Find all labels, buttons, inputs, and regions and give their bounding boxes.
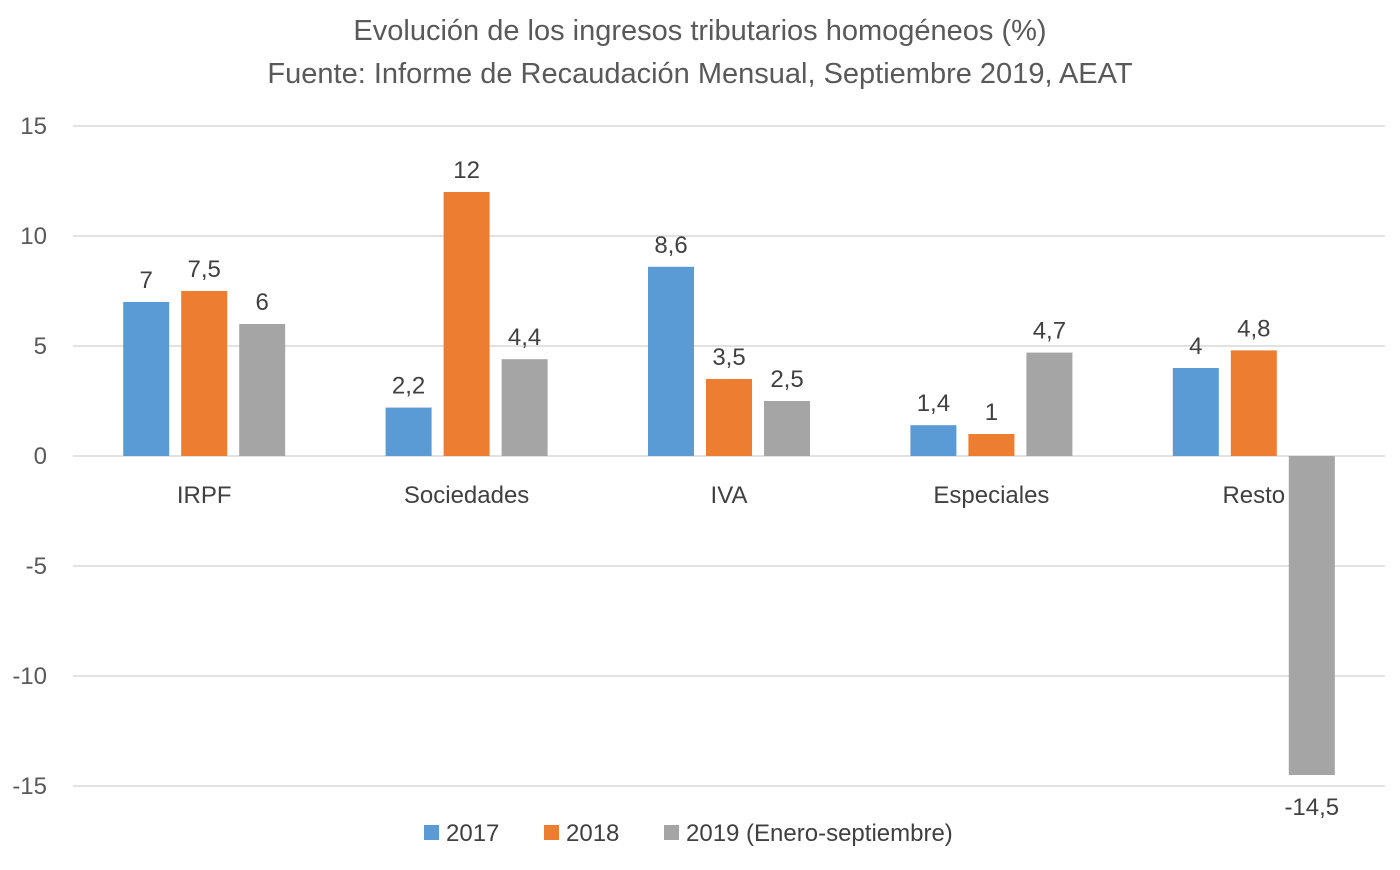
bars [123, 192, 1335, 775]
bar-2019-especiales [1026, 352, 1073, 456]
data-label: 2,2 [392, 373, 425, 400]
category-label: IRPF [177, 482, 232, 509]
bar-2017-especiales [910, 425, 957, 456]
legend-label: 2017 [446, 820, 499, 847]
bar-2017-resto [1172, 368, 1219, 456]
bar-2019-resto [1288, 456, 1335, 775]
data-label: 4,7 [1033, 318, 1066, 345]
category-label: IVA [711, 482, 748, 509]
bar-2017-sociedades [385, 407, 432, 456]
y-tick-label: 15 [20, 113, 47, 140]
gridlines [73, 125, 1385, 787]
data-label: 8,6 [654, 232, 687, 259]
data-label: 7 [140, 267, 153, 294]
data-label: 2,5 [770, 366, 803, 393]
data-label: 4,4 [508, 324, 541, 351]
chart-subtitle: Fuente: Informe de Recaudación Mensual, … [267, 58, 1132, 90]
legend-swatch [424, 825, 439, 840]
data-labels: 7 7,5 6 2,2 12 4,4 8,6 3,5 2,5 1,4 1 4,7 4 4,8 -14,5 [140, 157, 1340, 821]
legend-swatch [544, 825, 559, 840]
data-label: -14,5 [1284, 794, 1339, 821]
bar-2018-resto [1230, 350, 1277, 456]
bar-2019-iva [764, 401, 810, 456]
bar-2018-especiales [968, 434, 1015, 456]
bar-2017-irpf [123, 302, 170, 456]
legend-label: 2018 [566, 820, 619, 847]
category-label: Especiales [933, 482, 1049, 509]
data-label: 1,4 [917, 390, 950, 417]
data-label: 7,5 [188, 256, 221, 283]
y-tick-label: -10 [12, 663, 47, 690]
bar-2018-sociedades [443, 192, 490, 456]
bar-2018-iva [706, 379, 752, 456]
category-label: Resto [1222, 482, 1285, 509]
data-label: 6 [256, 289, 269, 316]
bar-2019-sociedades [501, 359, 548, 456]
bar-2019-irpf [239, 324, 286, 456]
data-label: 12 [453, 157, 480, 184]
category-labels: IRPF Sociedades IVA Especiales Resto [177, 482, 1285, 509]
category-label: Sociedades [404, 482, 529, 509]
data-label: 3,5 [712, 344, 745, 371]
y-tick-label: 10 [20, 223, 47, 250]
legend-swatch [664, 825, 679, 840]
bar-2017-iva [648, 266, 694, 456]
legend: 2017 2018 2019 (Enero-septiembre) [424, 820, 953, 847]
y-tick-label: -5 [26, 553, 47, 580]
data-label: 1 [985, 399, 998, 426]
chart-title: Evolución de los ingresos tributarios ho… [353, 15, 1046, 47]
bar-2018-irpf [181, 291, 228, 456]
y-axis-ticks: 15 10 5 0 -5 -10 -15 [12, 113, 47, 800]
y-tick-label: 5 [34, 333, 47, 360]
data-label: 4,8 [1237, 315, 1270, 342]
legend-label: 2019 (Enero-septiembre) [686, 820, 953, 847]
y-tick-label: -15 [12, 773, 47, 800]
data-label: 4 [1189, 333, 1202, 360]
y-tick-label: 0 [34, 443, 47, 470]
